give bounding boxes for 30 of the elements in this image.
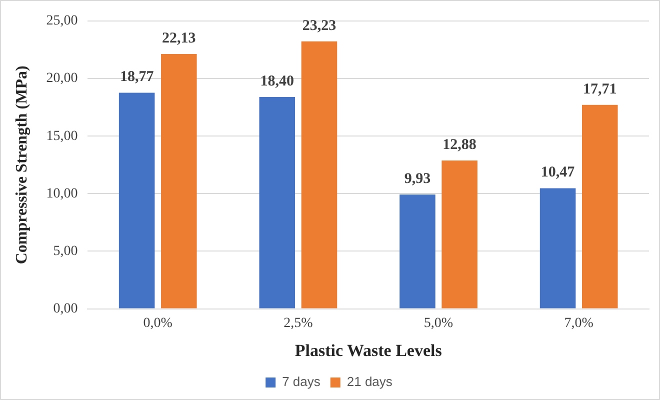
x-axis-title: Plastic Waste Levels: [294, 341, 442, 360]
bar: [118, 92, 155, 308]
x-tick-label: 7,0%: [564, 316, 594, 331]
bar: [259, 96, 296, 308]
y-tick-label: 15,00: [46, 128, 78, 144]
y-tick-label: 5,00: [53, 244, 78, 259]
bar: [161, 54, 197, 308]
data-label: 10,47: [540, 164, 576, 181]
data-label: 23,23: [302, 18, 336, 34]
bar: [442, 160, 478, 308]
x-tick-label: 0,0%: [143, 316, 173, 331]
bar: [582, 104, 618, 308]
legend-label: 7 days: [282, 374, 321, 390]
bar: [540, 188, 576, 308]
data-label: 18,77: [120, 69, 154, 86]
y-tick-label: 0,00: [53, 301, 78, 316]
bar: [400, 194, 436, 308]
y-tick-label: 20,00: [46, 71, 78, 86]
x-tick-label: 2,5%: [284, 316, 314, 331]
y-tick-label: 25,00: [46, 14, 78, 29]
data-label: 17,71: [583, 81, 617, 98]
bar: [301, 41, 338, 308]
y-axis-title: Compressive Strength (MPa): [14, 66, 31, 264]
x-tick-label: 5,0%: [424, 316, 454, 331]
data-label: 12,88: [442, 136, 476, 153]
data-label: 18,40: [260, 73, 294, 90]
data-label: 9,93: [404, 170, 431, 187]
legend-label: 21 days: [346, 374, 393, 390]
data-label: 22,13: [162, 30, 196, 46]
y-tick-label: 10,00: [46, 186, 78, 202]
